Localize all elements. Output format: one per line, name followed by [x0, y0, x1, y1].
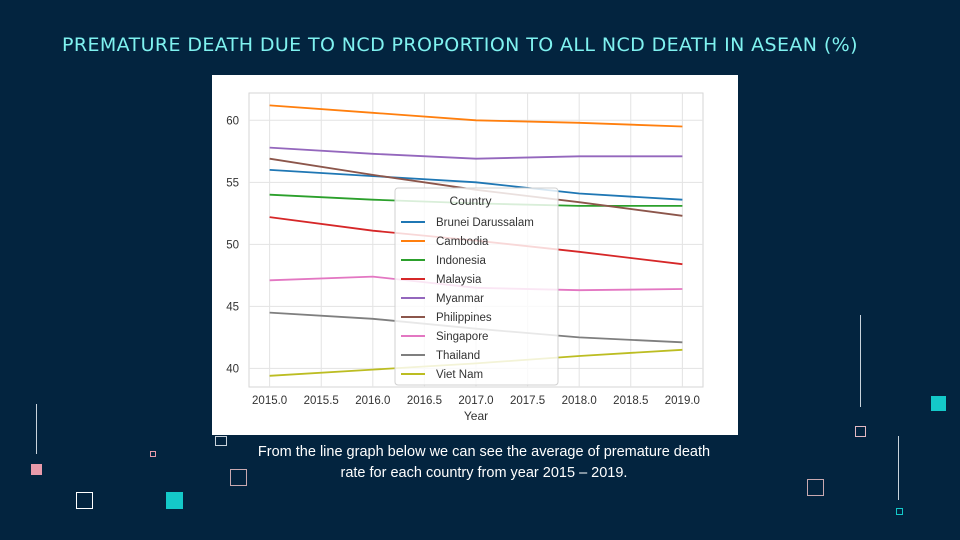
caption-line-1: From the line graph below we can see the…: [257, 444, 711, 460]
decor-line-right-1: [860, 315, 861, 407]
legend-box: [394, 187, 559, 386]
decor-square-teal: [166, 492, 183, 509]
x-tick-label: 2015.0: [252, 395, 287, 407]
legend-entry: Philippines: [436, 312, 492, 324]
legend-entry: Malaysia: [436, 274, 482, 286]
decor-square-pink: [31, 464, 42, 475]
decor-square-outline: [76, 492, 93, 509]
legend-title: Country: [449, 194, 491, 208]
y-tick-label: 45: [226, 301, 239, 313]
legend-entry: Brunei Darussalam: [436, 217, 534, 229]
x-tick-label: 2017.5: [510, 395, 545, 407]
caption-line-2: rate for each country from year 2015 – 2…: [340, 465, 628, 481]
chart-caption: From the line graph below we can see the…: [212, 442, 756, 484]
decor-square-teal-right: [931, 396, 946, 411]
y-tick-label: 40: [226, 363, 239, 375]
decor-square-outline-small: [150, 451, 156, 457]
legend-entry: Singapore: [436, 331, 488, 343]
x-tick-label: 2018.0: [562, 395, 597, 407]
decor-square-outline-2: [230, 469, 247, 486]
x-tick-label: 2015.5: [304, 395, 339, 407]
x-tick-label: 2018.5: [613, 395, 648, 407]
y-tick-label: 60: [226, 115, 239, 127]
x-tick-label: 2016.5: [407, 395, 442, 407]
x-tick-label: 2019.0: [665, 395, 700, 407]
y-tick-label: 55: [226, 177, 239, 189]
series-line-brunei-darussalam: [269, 169, 683, 201]
chart-svg: 2015.0 2015.5 2016.0 2016.5 2017.0 2017.5 2018…: [226, 92, 704, 423]
line-chart: 2015.0 2015.5 2016.0 2016.5 2017.0 2017.5 2018…: [212, 75, 738, 435]
legend-entry: Indonesia: [436, 255, 486, 267]
decor-square-outline-right: [807, 479, 824, 496]
legend-entry: Myanmar: [436, 293, 484, 305]
series-line-cambodia: [269, 104, 683, 128]
decor-square-teal-outline: [896, 508, 903, 515]
decor-square-outline-right-small: [855, 426, 866, 437]
x-tick-label: 2016.0: [355, 395, 390, 407]
decor-line-right-2: [898, 436, 899, 500]
legend-entry: Viet Nam: [436, 369, 483, 381]
x-axis-label: Year: [464, 409, 488, 423]
legend-entry: Cambodia: [436, 236, 489, 248]
series-line-myanmar: [269, 146, 683, 160]
slide-title: PREMATURE DEATH DUE TO NCD PROPORTION TO…: [62, 34, 858, 56]
x-tick-label: 2017.0: [458, 395, 493, 407]
legend-entry: Thailand: [436, 350, 480, 362]
y-tick-label: 50: [226, 239, 239, 251]
decor-square-outline-mid: [215, 436, 227, 446]
decor-line-left: [36, 404, 37, 454]
